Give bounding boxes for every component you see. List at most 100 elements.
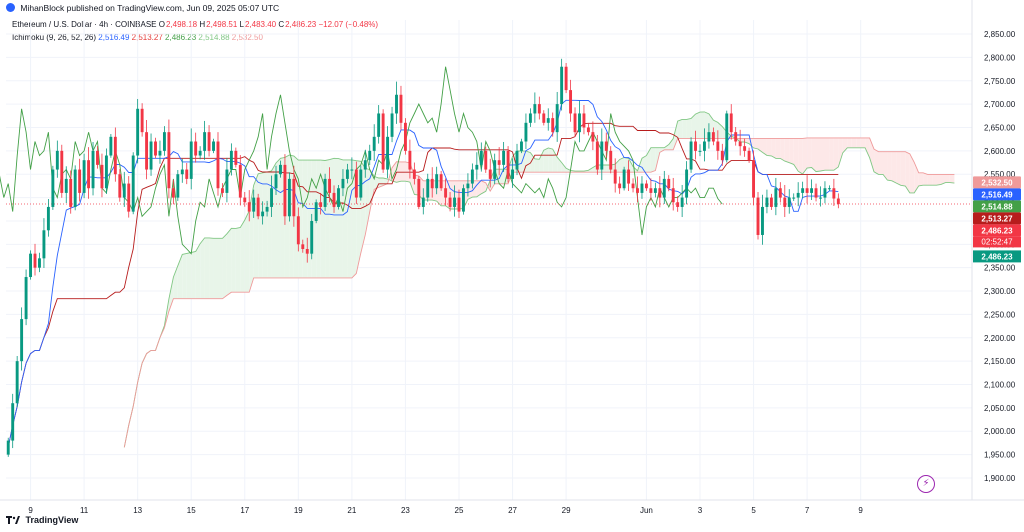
candle-body [756, 197, 760, 235]
cloud-segment [258, 172, 263, 278]
candle [247, 190, 251, 222]
cloud-segment [217, 238, 223, 299]
cloud-segment [226, 228, 232, 296]
cloud-segment [847, 137, 852, 148]
candle [595, 134, 599, 175]
candle-body [653, 188, 657, 193]
candle-body [247, 202, 251, 212]
cloud-segment [177, 254, 183, 299]
candle [180, 158, 184, 183]
cloud-segment [329, 158, 335, 278]
candle-body [15, 361, 19, 404]
candle [421, 188, 425, 215]
candle-body [622, 169, 626, 189]
cloud-segment [231, 228, 236, 293]
cloud-segment [316, 160, 321, 278]
candle [528, 108, 532, 127]
x-tick-label: 17 [240, 506, 249, 515]
candle-body [265, 206, 269, 212]
price-tag-label: 2,516.49 [981, 190, 1013, 199]
cloud-segment [856, 137, 861, 148]
candle-body [658, 188, 662, 198]
candle-body [805, 188, 809, 193]
lagging-span-line [0, 66, 723, 255]
price-axis[interactable]: 1,900.00 1,950.00 2,000.00 2,050.00 2,100.00… [971, 0, 1016, 500]
candle-body [149, 141, 153, 170]
candle [778, 182, 782, 203]
candle [323, 173, 327, 212]
candle-body [827, 188, 831, 190]
cloud-segment [624, 157, 629, 173]
candle [408, 139, 412, 179]
candle [270, 175, 273, 218]
candle [87, 147, 91, 199]
cloud-segment [557, 157, 562, 173]
candle-body [796, 192, 800, 198]
candle [644, 180, 648, 191]
candle-body [711, 132, 715, 142]
candle-body [725, 113, 729, 161]
indicator-flag-icon[interactable]: ⚡ [917, 475, 935, 493]
candle-body [314, 202, 318, 221]
candle [381, 109, 385, 173]
candle-body [680, 197, 684, 207]
candle-body [524, 122, 528, 142]
candle-body [595, 141, 599, 170]
cloud-segment [347, 159, 352, 278]
candle [453, 185, 456, 217]
publisher-text: MihanBlock published on TradingView.com,… [20, 3, 280, 13]
candle-body [493, 160, 497, 179]
candle-body [73, 169, 77, 207]
time-axis[interactable]: 9 11 13 15 17 19 21 23 25 27 29 Jun 3 5 7 9 [0, 499, 1024, 515]
candle-body [78, 169, 82, 193]
candle [96, 146, 99, 169]
cloud-segment [342, 159, 348, 278]
cloud-segment [200, 237, 205, 299]
indicator-title[interactable]: Ichimoku (9, 26, 52, 26) [12, 33, 97, 42]
y-tick-label: 2,650.00 [984, 123, 1016, 132]
candle-body [345, 169, 349, 179]
candle [363, 149, 367, 178]
candle [466, 173, 470, 197]
candle-body [332, 192, 336, 207]
tradingview-logo-icon [6, 516, 20, 524]
candle [403, 118, 407, 155]
candle-body [283, 164, 287, 217]
candle [671, 177, 675, 211]
candle [243, 191, 247, 207]
cloud-segment [945, 174, 950, 183]
candle-body [627, 169, 631, 184]
candle-body [667, 178, 671, 189]
x-tick-label: 29 [562, 506, 571, 515]
x-tick-label: 13 [133, 506, 142, 515]
x-tick-label: 23 [401, 506, 410, 515]
candle [836, 193, 840, 209]
cloud-segment [936, 174, 941, 186]
candle [287, 172, 291, 222]
ichimoku-lines [0, 66, 972, 448]
candle [372, 124, 376, 161]
candle [435, 166, 439, 195]
candle [38, 252, 41, 273]
cloud-segment [949, 174, 955, 184]
candle-body [158, 150, 162, 156]
candle [689, 137, 693, 173]
candle-body [243, 197, 247, 203]
candle-body [91, 150, 95, 189]
candle-body [274, 174, 278, 189]
candle-body [470, 169, 474, 184]
candle [662, 170, 666, 204]
candle [524, 113, 528, 149]
candle-body [341, 178, 345, 189]
candle-body [836, 198, 840, 205]
candle-body [832, 188, 836, 199]
candle-body [778, 188, 782, 198]
price-tags: 2,532.50 2,516.49 2,514.88 2,513.27 2,486.23… [973, 176, 1021, 263]
cloud-segment [168, 277, 174, 312]
x-tick-label: 11 [80, 506, 89, 515]
cloud-segment [534, 158, 540, 173]
candle [265, 200, 269, 217]
candle-body [511, 169, 514, 179]
cloud-segment [940, 174, 946, 185]
